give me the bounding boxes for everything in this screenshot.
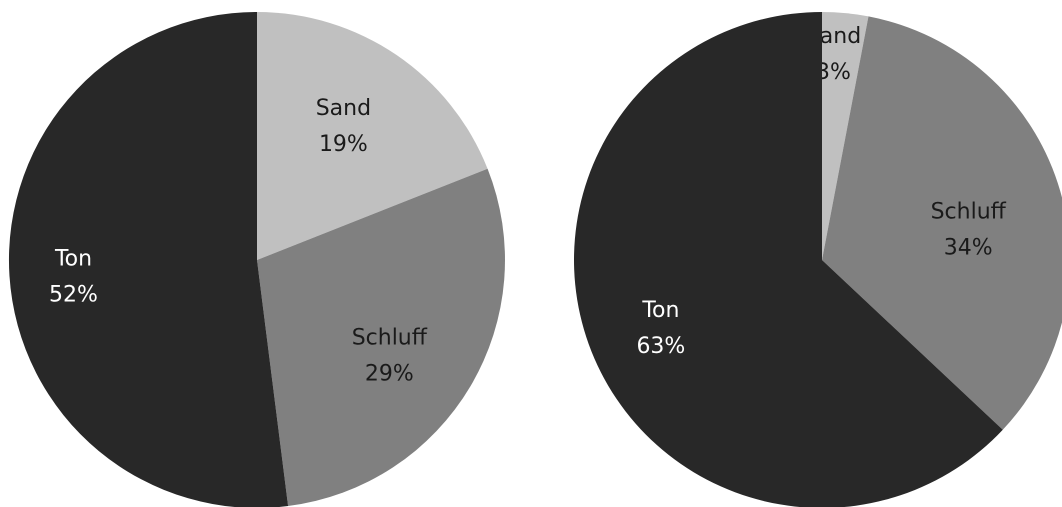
pie-1-label-schluff-category: Schluff: [931, 200, 1007, 225]
pie-1-label-schluff-percent: 34%: [944, 236, 993, 261]
pie-chart-right: Sand 3%Schluff 34%Ton 63%: [574, 12, 1062, 507]
pie-0-slice-ton: [9, 12, 288, 507]
pie-1-label-ton-category: Ton: [641, 298, 679, 323]
pie-0-label-schluff-category: Schluff: [352, 325, 428, 350]
pie-0-label-ton-category: Ton: [54, 247, 92, 272]
pie-0-label-schluff-percent: 29%: [365, 361, 414, 386]
pie-0-label-ton-percent: 52%: [49, 283, 98, 308]
pie-chart-left: Sand 19% Schluff 29% Ton 52%: [9, 12, 505, 507]
pie-0-label-sand-category: Sand: [316, 96, 371, 121]
pie-0-label-sand-percent: 19%: [319, 132, 368, 157]
pie-1-label-ton-percent: 63%: [636, 334, 685, 359]
